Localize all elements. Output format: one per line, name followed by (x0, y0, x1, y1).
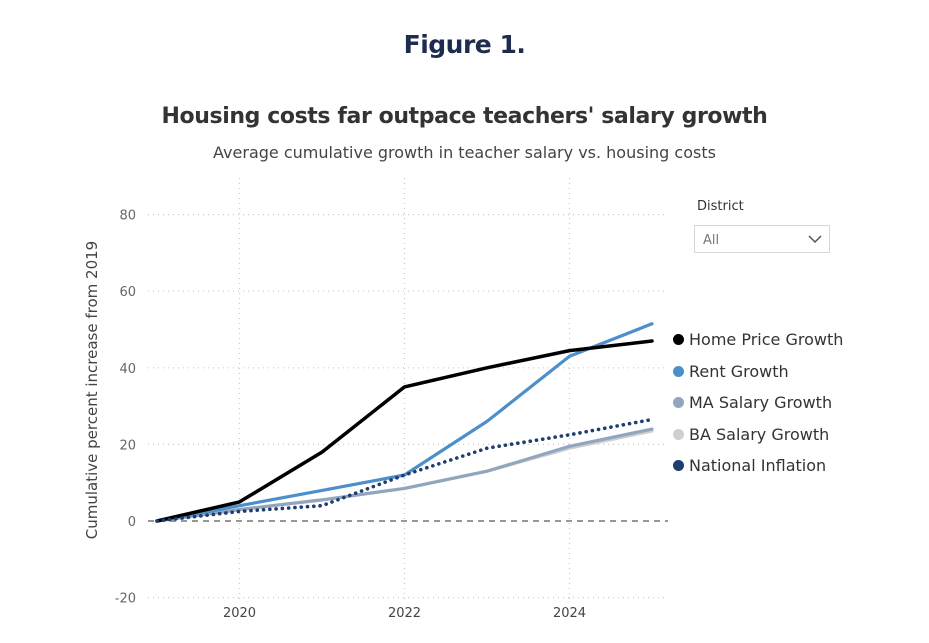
legend-label: MA Salary Growth (689, 393, 833, 413)
legend-item-ba-salary-growth[interactable]: BA Salary Growth (673, 419, 843, 451)
series-layer (155, 322, 654, 523)
district-dropdown-value: All (703, 233, 720, 248)
y-tick-label: -20 (115, 592, 136, 607)
ma-salary-growth-line (155, 427, 654, 523)
legend-marker (673, 397, 684, 409)
axis-layer: -20 0 20 40 60 80 2020 2022 2024 Cumulative perce… (83, 209, 586, 621)
x-tick-label: 2024 (553, 606, 586, 621)
y-tick-label: 60 (119, 285, 136, 300)
legend-label: Rent Growth (689, 361, 789, 381)
chevron-down-icon (808, 235, 822, 244)
chart-title: Housing costs far outpace teachers' sala… (161, 104, 768, 129)
y-axis-label: Cumulative percent increase from 2019 (83, 241, 101, 539)
legend-marker (673, 428, 684, 440)
legend-item-ma-salary-growth[interactable]: MA Salary Growth (673, 387, 843, 419)
legend-item-rent-growth[interactable]: Rent Growth (673, 356, 843, 388)
legend-label: BA Salary Growth (689, 424, 830, 444)
legend-marker (673, 334, 684, 346)
legend-marker (673, 365, 684, 377)
home-price-growth-line (155, 339, 654, 523)
chart-legend: Home Price Growth Rent Growth MA Salary Gr… (673, 324, 843, 482)
legend-item-home-price-growth[interactable]: Home Price Growth (673, 324, 843, 356)
legend-label: National Inflation (689, 456, 827, 476)
legend-marker (673, 460, 684, 472)
x-tick-label: 2022 (388, 606, 421, 621)
legend-label: Home Price Growth (689, 330, 844, 350)
chart-subtitle: Average cumulative growth in teacher sal… (213, 143, 716, 162)
x-tick-label: 2020 (223, 606, 256, 621)
legend-item-national-inflation[interactable]: National Inflation (673, 450, 843, 482)
y-tick-label: 40 (119, 362, 136, 377)
y-tick-label: 20 (119, 438, 136, 453)
y-tick-label: 80 (119, 209, 136, 224)
y-tick-label: 0 (128, 515, 136, 530)
district-dropdown[interactable]: All (694, 225, 830, 253)
national-inflation-line (155, 417, 654, 523)
grid-layer (148, 178, 668, 602)
figure-title: Figure 1. (403, 30, 526, 59)
district-filter-label: District (697, 199, 744, 214)
